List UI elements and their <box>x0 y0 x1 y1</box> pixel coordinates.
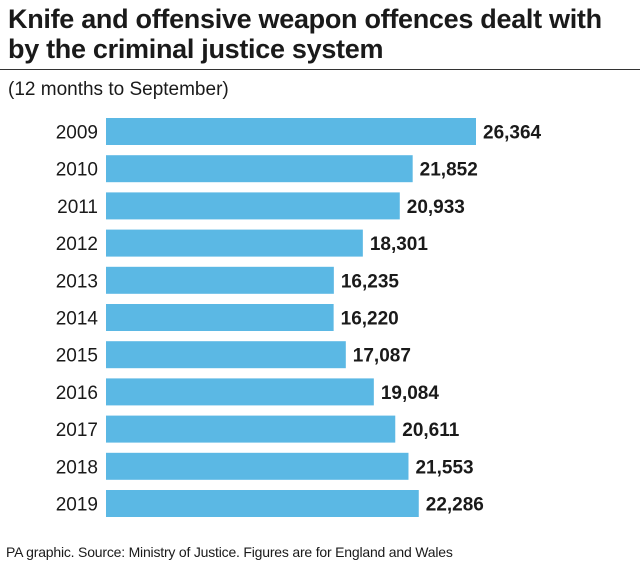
value-label-2009: 26,364 <box>483 123 542 144</box>
category-label-2010: 2010 <box>56 160 98 181</box>
category-label-2011: 2011 <box>57 197 98 218</box>
value-label-2016: 19,084 <box>381 383 440 404</box>
bar-2018 <box>106 452 409 480</box>
category-label-2015: 2015 <box>56 346 98 367</box>
bar-2016 <box>106 378 374 406</box>
chart-subtitle: (12 months to September) <box>8 79 229 100</box>
value-label-2017: 20,611 <box>402 420 459 441</box>
value-label-2013: 16,235 <box>341 271 400 292</box>
bar-2017 <box>106 415 396 443</box>
bar-2011 <box>106 192 400 220</box>
value-label-2014: 16,220 <box>341 309 399 330</box>
bar-2014 <box>106 304 334 331</box>
category-label-2013: 2013 <box>56 271 98 292</box>
bar-2012 <box>106 229 363 257</box>
category-label-2016: 2016 <box>56 383 98 404</box>
value-label-2018: 21,553 <box>415 457 473 478</box>
category-label-2017: 2017 <box>56 420 98 441</box>
category-label-2009: 2009 <box>56 123 98 144</box>
category-label-2014: 2014 <box>56 309 99 330</box>
bar-2009 <box>106 118 476 145</box>
value-label-2015: 17,087 <box>353 346 411 367</box>
bar-2015 <box>106 341 346 369</box>
title-divider <box>0 69 640 70</box>
bar-2019 <box>106 490 419 517</box>
bar-2013 <box>106 266 334 294</box>
value-label-2011: 20,933 <box>407 197 465 218</box>
value-label-2010: 21,852 <box>420 160 478 181</box>
category-label-2019: 2019 <box>56 495 98 516</box>
source-footer: PA graphic. Source: Ministry of Justice.… <box>6 544 453 560</box>
chart-title: Knife and offensive weapon offences deal… <box>8 4 602 64</box>
value-label-2019: 22,286 <box>426 495 484 516</box>
category-label-2012: 2012 <box>56 234 98 255</box>
category-label-2018: 2018 <box>56 457 98 478</box>
value-label-2012: 18,301 <box>370 234 429 255</box>
bar-2010 <box>106 155 413 183</box>
